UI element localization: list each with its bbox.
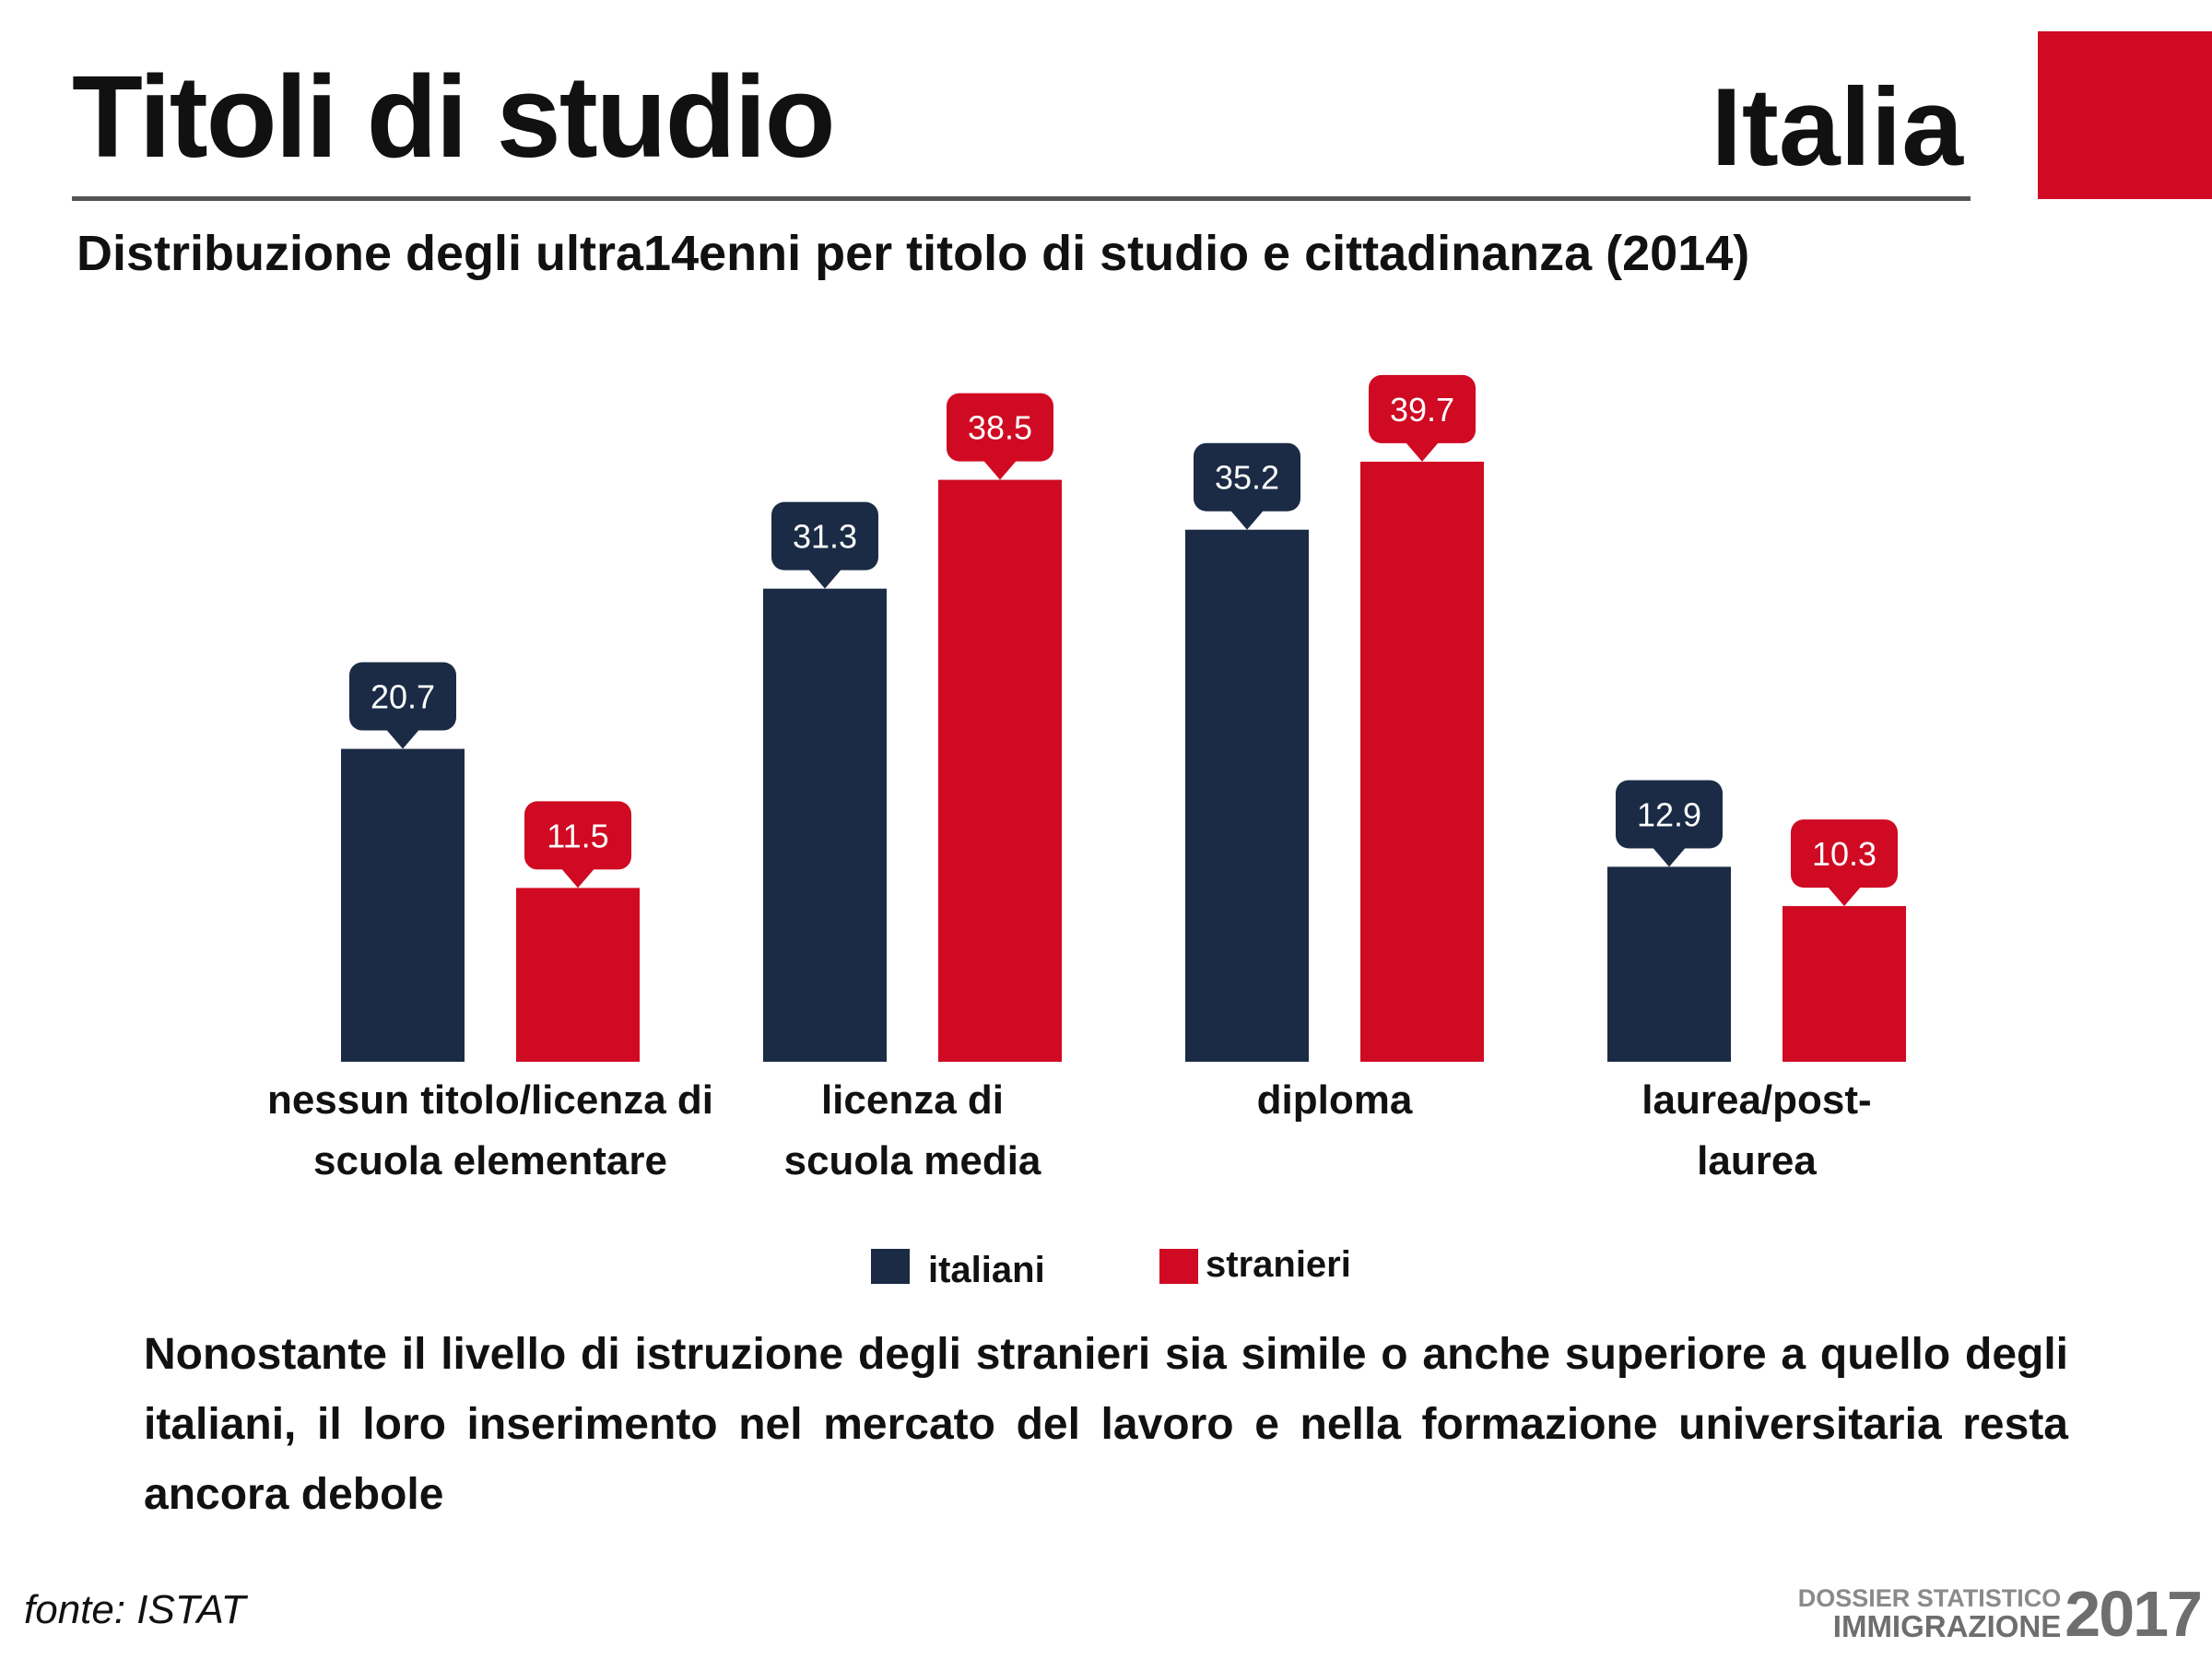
data-label-stranieri-4: 10.3 xyxy=(1812,835,1877,873)
category-label-1-line-2: scuola elementare xyxy=(313,1138,667,1183)
bar-stranieri-2 xyxy=(938,479,1062,1062)
data-label-pointer-italiani-4 xyxy=(1653,847,1686,867)
data-label-box-stranieri-3 xyxy=(1369,374,1476,443)
legend-label-italiani: italiani xyxy=(928,1249,1045,1290)
bar-italiani-3 xyxy=(1185,529,1309,1062)
data-label-box-italiani-1 xyxy=(349,662,456,731)
data-label-box-stranieri-2 xyxy=(947,393,1053,462)
data-label-pointer-italiani-3 xyxy=(1230,510,1264,530)
bar-stranieri-4 xyxy=(1783,906,1906,1062)
source-label: fonte: ISTAT xyxy=(24,1587,246,1632)
data-label-italiani-3: 35.2 xyxy=(1215,459,1279,497)
bar-italiani-2 xyxy=(763,588,887,1062)
data-label-italiani-4: 12.9 xyxy=(1637,795,1701,833)
data-label-italiani-1: 20.7 xyxy=(371,678,435,716)
header-divider xyxy=(72,196,1971,201)
dossier-logo: DOSSIER STATISTICO IMMIGRAZIONE 2017 xyxy=(1797,1578,2203,1650)
category-label-4-line-1: laurea/post- xyxy=(1641,1077,1871,1123)
data-label-pointer-italiani-1 xyxy=(386,729,419,749)
logo-line-2: IMMIGRAZIONE xyxy=(1832,1609,2062,1643)
data-label-pointer-stranieri-3 xyxy=(1406,441,1439,462)
data-label-box-italiani-2 xyxy=(771,501,878,571)
data-label-box-italiani-4 xyxy=(1616,780,1723,849)
data-label-stranieri-1: 11.5 xyxy=(547,817,608,854)
legend-swatch-stranieri xyxy=(1159,1249,1198,1284)
data-label-pointer-stranieri-4 xyxy=(1828,887,1861,907)
category-label-2-line-2: scuola media xyxy=(784,1138,1041,1183)
category-label-3-line-1: diploma xyxy=(1257,1077,1413,1123)
category-label-2-line-1: licenza di xyxy=(821,1077,1004,1123)
category-label-4-line-2: laurea xyxy=(1697,1138,1817,1183)
legend-item-stranieri: stranieri xyxy=(1159,1241,1362,1292)
bar-chart: 20.7 11.5 nessun titolo/licenza di scuola e… xyxy=(267,374,1906,1183)
legend-label-stranieri: stranieri xyxy=(1206,1243,1351,1285)
bar-stranieri-3 xyxy=(1360,461,1484,1062)
bar-italiani-4 xyxy=(1607,866,1731,1062)
chart-subtitle: Distribuzione degli ultra14enni per tito… xyxy=(76,226,1750,281)
data-label-italiani-2: 31.3 xyxy=(793,518,857,556)
legend-swatch-italiani xyxy=(871,1249,910,1284)
note-text: Nonostante il livello di istruzione degl… xyxy=(144,1330,2068,1519)
data-label-box-italiani-3 xyxy=(1194,442,1300,512)
page-title: Titoli di studio xyxy=(72,52,836,182)
data-label-stranieri-2: 38.5 xyxy=(968,409,1032,447)
data-label-box-stranieri-1 xyxy=(524,801,631,870)
data-label-pointer-stranieri-1 xyxy=(561,868,594,888)
data-label-pointer-italiani-2 xyxy=(808,569,841,589)
accent-block xyxy=(2038,31,2212,199)
logo-year: 2017 xyxy=(2065,1578,2203,1650)
logo-line-1: DOSSIER STATISTICO xyxy=(1797,1584,2062,1612)
bar-italiani-1 xyxy=(341,748,465,1062)
bar-stranieri-1 xyxy=(516,888,640,1062)
region-title: Italia xyxy=(1711,65,1963,189)
category-label-1-line-1: nessun titolo/licenza di xyxy=(267,1077,713,1123)
data-label-stranieri-3: 39.7 xyxy=(1390,391,1454,429)
legend-item-italiani: italiani xyxy=(871,1241,1045,1292)
data-label-box-stranieri-4 xyxy=(1791,819,1898,888)
data-label-pointer-stranieri-2 xyxy=(983,460,1017,480)
